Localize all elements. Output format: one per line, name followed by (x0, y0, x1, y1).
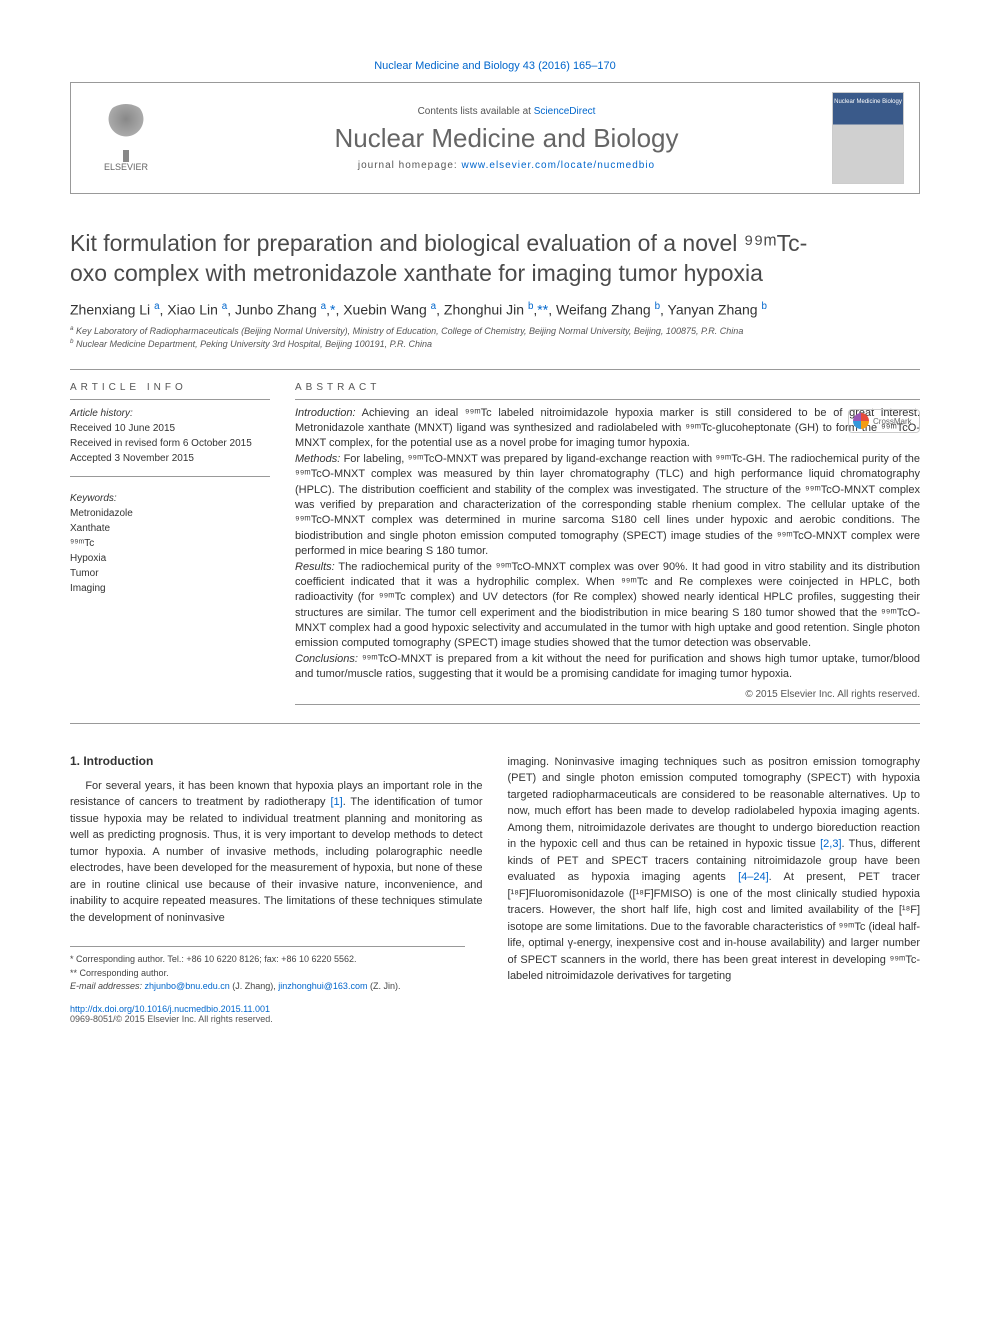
abstract-column: ABSTRACT Introduction: Achieving an idea… (295, 382, 920, 705)
divider (70, 723, 920, 724)
keyword-item: Imaging (70, 581, 270, 596)
contents-lists: Contents lists available at ScienceDirec… (181, 106, 832, 117)
crossmark-label: CrossMark (873, 417, 912, 426)
divider (70, 399, 270, 400)
methods-text: For labeling, ⁹⁹ᵐTcO-MNXT was prepared b… (295, 453, 920, 557)
elsevier-logo: ELSEVIER (71, 94, 181, 182)
doi-block: http://dx.doi.org/10.1016/j.nucmedbio.20… (70, 1004, 483, 1024)
conclusions-label: Conclusions: (295, 653, 358, 665)
affiliation-a: a Key Laboratory of Radiopharmaceuticals… (70, 325, 920, 338)
article-info-label: ARTICLE INFO (70, 382, 270, 393)
homepage-link[interactable]: www.elsevier.com/locate/nucmedbio (461, 160, 655, 171)
article-title: Kit formulation for preparation and biol… (70, 229, 920, 289)
email-line: E-mail addresses: zhjunbo@bnu.edu.cn (J.… (70, 980, 465, 994)
sciencedirect-link[interactable]: ScienceDirect (534, 106, 596, 117)
email-link-2[interactable]: jinzhonghui@163.com (278, 981, 367, 991)
accepted-date: Accepted 3 November 2015 (70, 451, 270, 466)
divider (295, 399, 920, 400)
article-history: Article history: Received 10 June 2015 R… (70, 406, 270, 466)
section-heading: 1. Introduction (70, 754, 483, 768)
crossmark-icon (853, 413, 869, 429)
email-label: E-mail addresses: (70, 981, 145, 991)
keyword-item: Metronidazole (70, 506, 270, 521)
body-paragraph: For several years, it has been known tha… (70, 778, 483, 927)
divider (70, 369, 920, 370)
keyword-item: ⁹⁹ᵐTc (70, 536, 270, 551)
conclusions-text: ⁹⁹ᵐTcO-MNXT is prepared from a kit witho… (295, 653, 920, 680)
results-text: The radiochemical purity of the ⁹⁹ᵐTcO-M… (295, 561, 920, 650)
issn-copyright: 0969-8051/© 2015 Elsevier Inc. All right… (70, 1014, 273, 1024)
body-column-right: imaging. Noninvasive imaging techniques … (508, 754, 921, 1024)
history-label: Article history: (70, 406, 270, 421)
email-name-2: (Z. Jin). (367, 981, 400, 991)
abstract-text: Introduction: Achieving an ideal ⁹⁹ᵐTc l… (295, 406, 920, 683)
methods-label: Methods: (295, 453, 340, 465)
intro-text: Achieving an ideal ⁹⁹ᵐTc labeled nitroim… (295, 407, 920, 450)
email-name-1: (J. Zhang), (230, 981, 279, 991)
body-paragraph: imaging. Noninvasive imaging techniques … (508, 754, 921, 985)
corr-author-1: * Corresponding author. Tel.: +86 10 622… (70, 953, 465, 967)
article-info-column: ARTICLE INFO Article history: Received 1… (70, 382, 270, 705)
publisher-name: ELSEVIER (104, 162, 148, 172)
journal-homepage: journal homepage: www.elsevier.com/locat… (181, 160, 832, 171)
corresponding-author-footer: * Corresponding author. Tel.: +86 10 622… (70, 946, 465, 994)
body-columns: 1. Introduction For several years, it ha… (70, 754, 920, 1024)
abstract-copyright: © 2015 Elsevier Inc. All rights reserved… (295, 689, 920, 700)
doi-link[interactable]: http://dx.doi.org/10.1016/j.nucmedbio.20… (70, 1004, 270, 1014)
email-link-1[interactable]: zhjunbo@bnu.edu.cn (145, 981, 230, 991)
results-label: Results: (295, 561, 335, 573)
abstract-label: ABSTRACT (295, 382, 920, 393)
top-citation-link[interactable]: Nuclear Medicine and Biology 43 (2016) 1… (70, 60, 920, 72)
keyword-item: Xanthate (70, 521, 270, 536)
keyword-item: Hypoxia (70, 551, 270, 566)
divider (70, 476, 270, 477)
received-date: Received 10 June 2015 (70, 421, 270, 436)
intro-label: Introduction: (295, 407, 356, 419)
authors-line: Zhenxiang Li a, Xiao Lin a, Junbo Zhang … (70, 301, 920, 318)
journal-name: Nuclear Medicine and Biology (181, 123, 832, 154)
affiliation-b: b Nuclear Medicine Department, Peking Un… (70, 338, 920, 351)
journal-cover-thumbnail: Nuclear Medicine Biology (832, 92, 904, 184)
keywords-block: Keywords: Metronidazole Xanthate ⁹⁹ᵐTc H… (70, 491, 270, 596)
contents-prefix: Contents lists available at (418, 106, 534, 117)
homepage-prefix: journal homepage: (358, 160, 462, 171)
crossmark-badge[interactable]: CrossMark (848, 409, 920, 433)
elsevier-tree-icon (101, 104, 151, 154)
header-center: Contents lists available at ScienceDirec… (181, 106, 832, 171)
revised-date: Received in revised form 6 October 2015 (70, 436, 270, 451)
keyword-item: Tumor (70, 566, 270, 581)
divider (295, 704, 920, 705)
journal-header: ELSEVIER Contents lists available at Sci… (70, 82, 920, 194)
keywords-label: Keywords: (70, 491, 270, 506)
cover-title: Nuclear Medicine Biology (833, 93, 903, 105)
corr-author-2: ** Corresponding author. (70, 967, 465, 981)
body-column-left: 1. Introduction For several years, it ha… (70, 754, 483, 1024)
affiliations: a Key Laboratory of Radiopharmaceuticals… (70, 325, 920, 350)
